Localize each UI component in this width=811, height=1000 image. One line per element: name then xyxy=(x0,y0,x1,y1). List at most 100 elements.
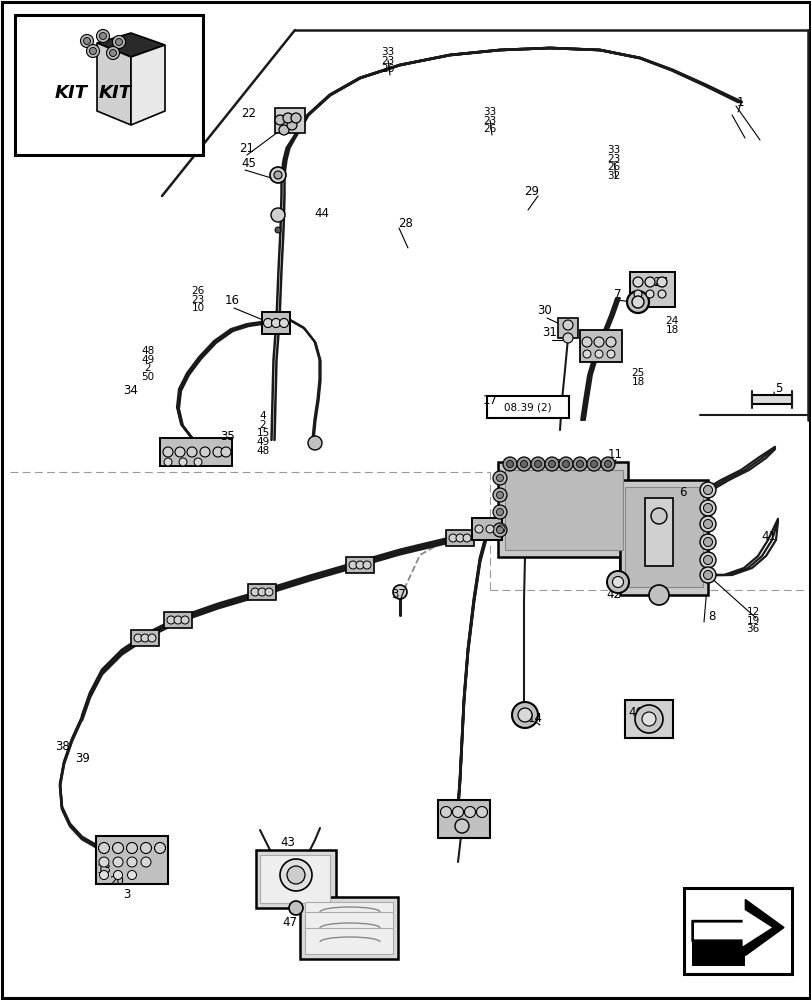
Circle shape xyxy=(113,36,126,49)
Circle shape xyxy=(141,857,151,867)
Text: 48: 48 xyxy=(256,446,269,456)
Text: 33: 33 xyxy=(381,47,394,57)
Circle shape xyxy=(164,458,172,466)
Circle shape xyxy=(512,702,538,728)
Text: 08.39 (2): 08.39 (2) xyxy=(504,402,551,412)
Circle shape xyxy=(80,34,93,48)
Text: 5: 5 xyxy=(775,381,782,394)
Polygon shape xyxy=(691,900,783,955)
Bar xyxy=(96,836,168,884)
Circle shape xyxy=(178,458,187,466)
Text: 24: 24 xyxy=(664,316,678,326)
Circle shape xyxy=(307,436,322,450)
Bar xyxy=(624,487,702,587)
Circle shape xyxy=(656,277,666,287)
Circle shape xyxy=(496,491,503,498)
Circle shape xyxy=(644,277,654,287)
Text: 14: 14 xyxy=(527,711,542,724)
Circle shape xyxy=(452,806,463,817)
Text: 8: 8 xyxy=(707,610,714,624)
Circle shape xyxy=(657,290,665,298)
Circle shape xyxy=(492,505,506,519)
Circle shape xyxy=(98,842,109,853)
Text: 50: 50 xyxy=(141,372,154,382)
Circle shape xyxy=(702,538,711,546)
Polygon shape xyxy=(691,941,744,966)
Text: 23: 23 xyxy=(607,154,620,164)
Circle shape xyxy=(286,120,297,130)
Text: 48: 48 xyxy=(141,346,154,356)
Circle shape xyxy=(699,516,715,532)
Circle shape xyxy=(496,475,503,482)
Circle shape xyxy=(154,842,165,853)
Bar xyxy=(683,888,791,974)
Text: 27: 27 xyxy=(653,275,667,288)
Circle shape xyxy=(134,634,142,642)
Text: 22: 22 xyxy=(241,107,256,120)
Text: 49: 49 xyxy=(141,355,154,365)
Circle shape xyxy=(97,29,109,43)
Text: 46: 46 xyxy=(628,706,642,719)
Text: 23: 23 xyxy=(381,56,394,66)
Circle shape xyxy=(476,806,487,817)
Circle shape xyxy=(699,552,715,568)
Circle shape xyxy=(486,525,493,533)
Circle shape xyxy=(456,534,463,542)
Text: 11: 11 xyxy=(607,448,622,462)
Bar xyxy=(262,312,290,334)
Circle shape xyxy=(594,350,603,358)
Circle shape xyxy=(100,870,109,880)
Circle shape xyxy=(502,457,517,471)
Circle shape xyxy=(650,508,666,524)
Text: 31: 31 xyxy=(542,326,556,340)
Text: 2: 2 xyxy=(144,363,151,373)
Circle shape xyxy=(280,859,311,891)
Circle shape xyxy=(534,460,541,468)
Circle shape xyxy=(699,534,715,550)
Text: 15: 15 xyxy=(256,428,269,438)
Text: 41: 41 xyxy=(761,530,775,542)
Circle shape xyxy=(544,457,558,471)
Circle shape xyxy=(530,457,544,471)
Text: 4: 4 xyxy=(260,411,266,421)
Circle shape xyxy=(181,616,189,624)
Circle shape xyxy=(582,350,590,358)
Circle shape xyxy=(289,901,303,915)
Text: 6: 6 xyxy=(679,487,686,499)
Circle shape xyxy=(633,290,642,298)
Circle shape xyxy=(492,471,506,485)
Circle shape xyxy=(393,585,406,599)
Circle shape xyxy=(702,520,711,528)
Circle shape xyxy=(496,525,504,533)
Text: 30: 30 xyxy=(537,304,551,316)
Text: 12: 12 xyxy=(745,607,758,617)
Circle shape xyxy=(109,50,116,57)
Circle shape xyxy=(127,857,137,867)
Circle shape xyxy=(594,337,603,347)
Circle shape xyxy=(600,457,614,471)
Polygon shape xyxy=(693,909,771,946)
Circle shape xyxy=(702,570,711,580)
Circle shape xyxy=(141,634,148,642)
Circle shape xyxy=(590,460,597,468)
Circle shape xyxy=(448,534,457,542)
Text: 16: 16 xyxy=(224,294,239,306)
Text: 49: 49 xyxy=(256,437,269,447)
Circle shape xyxy=(605,337,616,347)
Circle shape xyxy=(702,504,711,512)
Text: 36: 36 xyxy=(745,624,758,634)
Circle shape xyxy=(270,167,285,183)
Circle shape xyxy=(163,447,173,457)
Circle shape xyxy=(194,458,202,466)
Circle shape xyxy=(573,457,586,471)
Circle shape xyxy=(115,39,122,46)
Text: 26: 26 xyxy=(483,124,496,134)
Circle shape xyxy=(279,125,289,135)
Bar xyxy=(15,15,203,155)
Circle shape xyxy=(355,561,363,569)
Text: 10: 10 xyxy=(191,303,204,313)
Circle shape xyxy=(562,460,569,468)
Circle shape xyxy=(99,857,109,867)
Circle shape xyxy=(349,561,357,569)
Circle shape xyxy=(114,870,122,880)
